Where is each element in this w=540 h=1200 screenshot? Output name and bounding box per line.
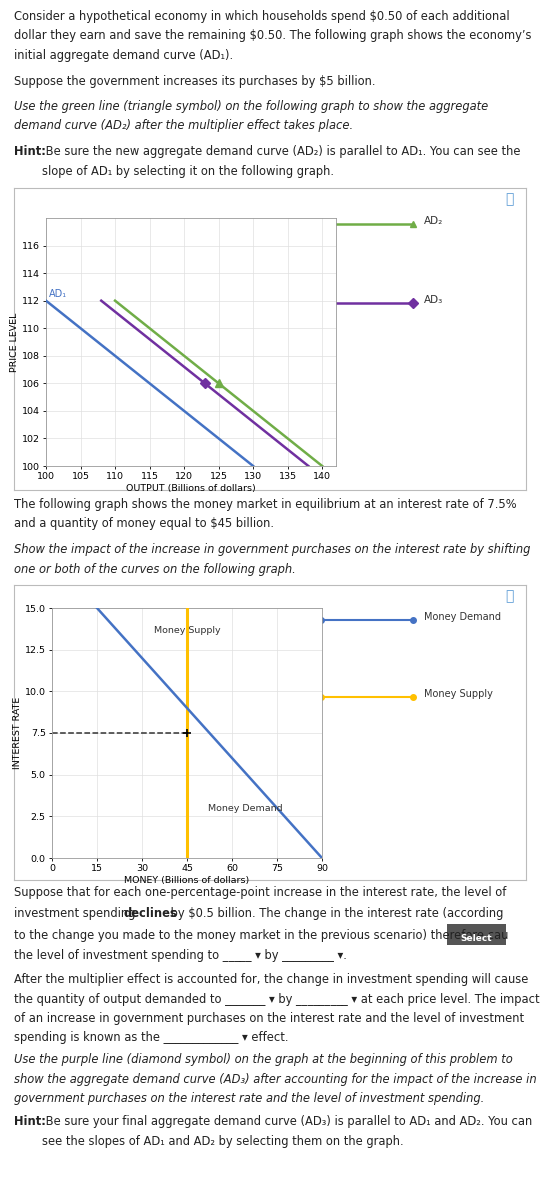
Text: Money Supply: Money Supply [154, 626, 220, 635]
Text: After the multiplier effect is accounted for, the change in investment spending : After the multiplier effect is accounted… [14, 973, 539, 1044]
Y-axis label: PRICE LEVEL: PRICE LEVEL [10, 312, 19, 372]
Text: investment spending: investment spending [14, 907, 139, 920]
Text: Suppose that for each one-percentage-point increase in the interest rate, the le: Suppose that for each one-percentage-poi… [14, 886, 507, 899]
Text: declines: declines [124, 907, 177, 920]
Text: Suppose the government increases its purchases by $5 billion.: Suppose the government increases its pur… [14, 74, 375, 88]
X-axis label: MONEY (Billions of dollars): MONEY (Billions of dollars) [124, 876, 249, 886]
Text: Money Supply: Money Supply [423, 689, 492, 700]
Text: ⓘ: ⓘ [505, 192, 513, 206]
Text: ⓘ: ⓘ [505, 589, 513, 604]
Text: Hint:: Hint: [14, 145, 46, 158]
Text: AD₁: AD₁ [49, 289, 67, 299]
Text: by $0.5 billion. The change in the interest rate (according: by $0.5 billion. The change in the inter… [167, 907, 503, 920]
Text: AD₃: AD₃ [423, 295, 443, 305]
Text: to the change you made to the money market in the previous scenario) therefore c: to the change you made to the money mark… [14, 929, 508, 942]
Text: Be sure your final aggregate demand curve (AD₃) is parallel to AD₁ and AD₂. You : Be sure your final aggregate demand curv… [42, 1115, 532, 1147]
Text: Hint:: Hint: [14, 1115, 46, 1128]
FancyBboxPatch shape [447, 924, 505, 944]
Text: The following graph shows the money market in equilibrium at an interest rate of: The following graph shows the money mark… [14, 498, 517, 530]
Text: Use the purple line (diamond symbol) on the graph at the beginning of this probl: Use the purple line (diamond symbol) on … [14, 1054, 537, 1105]
X-axis label: OUTPUT (Billions of dollars): OUTPUT (Billions of dollars) [126, 484, 256, 493]
Text: Consider a hypothetical economy in which households spend $0.50 of each addition: Consider a hypothetical economy in which… [14, 10, 531, 62]
Text: Money Demand: Money Demand [208, 804, 282, 814]
Text: Money Demand: Money Demand [423, 612, 501, 623]
Text: Use the green line (triangle symbol) on the following graph to show the aggregat: Use the green line (triangle symbol) on … [14, 100, 488, 132]
Y-axis label: INTEREST RATE: INTEREST RATE [13, 697, 22, 769]
Text: AD₂: AD₂ [423, 216, 443, 227]
Text: the level of investment spending to _____ ▾ by _________ ▾.: the level of investment spending to ____… [14, 949, 347, 962]
Text: Show the impact of the increase in government purchases on the interest rate by : Show the impact of the increase in gover… [14, 542, 530, 576]
Text: Be sure the new aggregate demand curve (AD₂) is parallel to AD₁. You can see the: Be sure the new aggregate demand curve (… [42, 145, 521, 178]
Text: Select: Select [460, 934, 492, 943]
